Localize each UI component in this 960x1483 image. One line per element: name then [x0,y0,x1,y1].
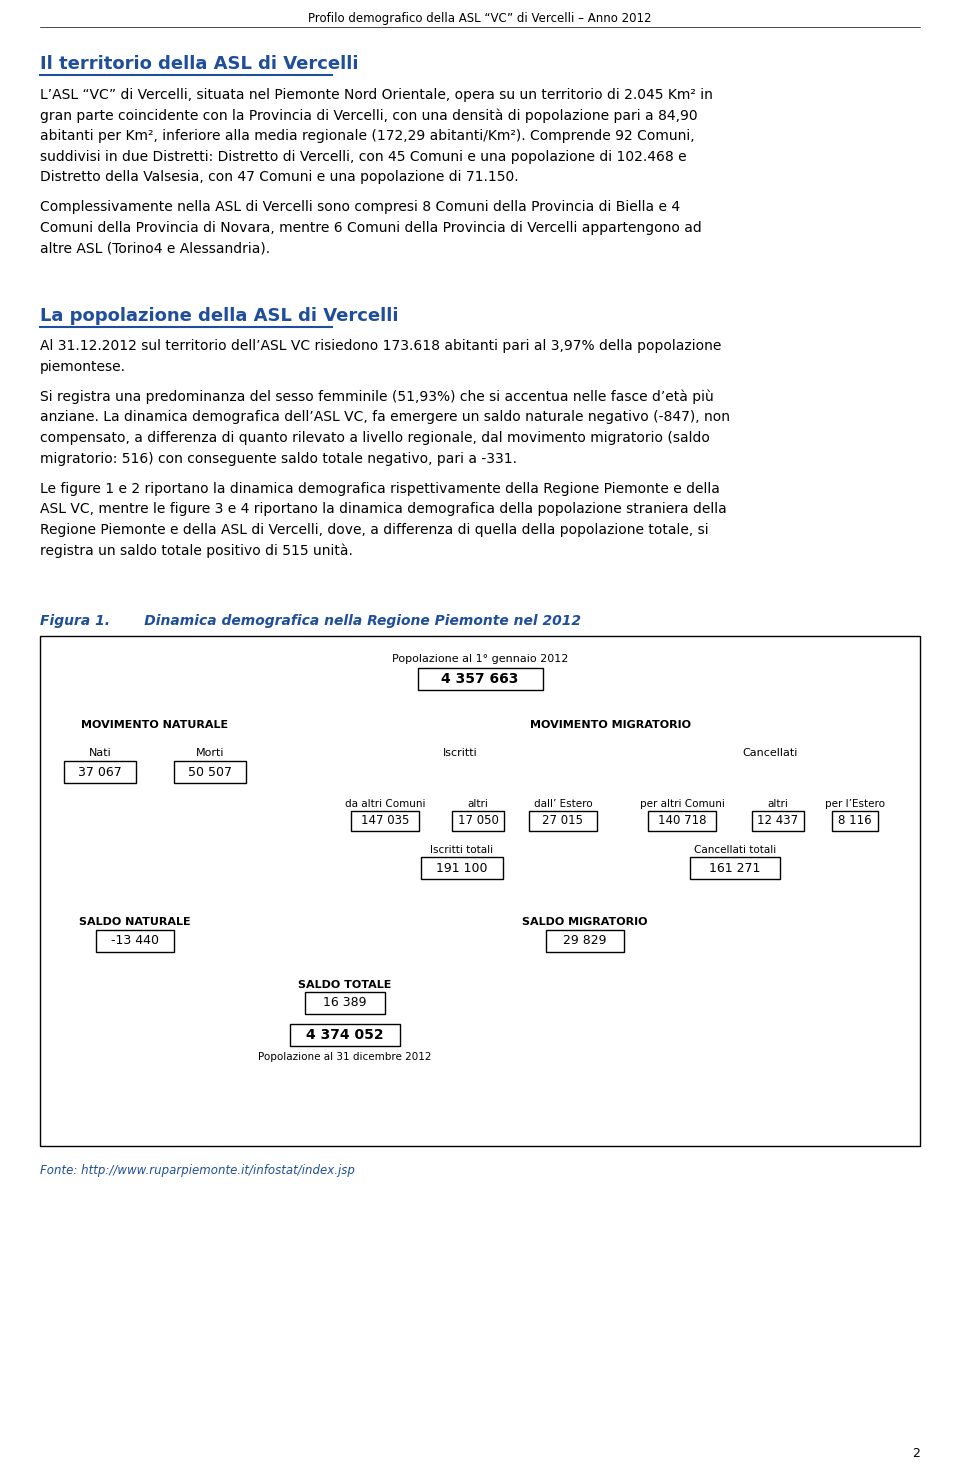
Bar [290,1023,400,1046]
Text: Al 31.12.2012 sul territorio dell’ASL VC risiedono 173.618 abitanti pari al 3,97: Al 31.12.2012 sul territorio dell’ASL VC… [40,340,721,353]
Text: migratorio: 516) con conseguente saldo totale negativo, pari a -331.: migratorio: 516) con conseguente saldo t… [40,451,517,466]
Text: Morti: Morti [196,747,225,758]
Text: gran parte coincidente con la Provincia di Vercelli, con una densità di popolazi: gran parte coincidente con la Provincia … [40,108,698,123]
Bar [40,636,920,1146]
Text: 4 374 052: 4 374 052 [306,1028,384,1043]
Text: suddivisi in due Distretti: Distretto di Vercelli, con 45 Comuni e una popolazio: suddivisi in due Distretti: Distretto di… [40,150,686,163]
Text: da altri Comuni: da altri Comuni [345,799,425,810]
Bar [421,857,503,879]
Text: Comuni della Provincia di Novara, mentre 6 Comuni della Provincia di Vercelli ap: Comuni della Provincia di Novara, mentre… [40,221,702,234]
Text: 8 116: 8 116 [838,814,872,828]
Text: altri: altri [768,799,788,810]
Text: Figura 1.: Figura 1. [40,614,110,627]
Text: Nati: Nati [88,747,111,758]
Text: 12 437: 12 437 [757,814,799,828]
Text: Si registra una predominanza del sesso femminile (51,93%) che si accentua nelle : Si registra una predominanza del sesso f… [40,390,713,405]
Bar [305,992,385,1014]
Text: 27 015: 27 015 [542,814,584,828]
Text: registra un saldo totale positivo di 515 unità.: registra un saldo totale positivo di 515… [40,543,353,558]
Text: altre ASL (Torino4 e Alessandria).: altre ASL (Torino4 e Alessandria). [40,242,270,255]
Text: altri: altri [468,799,489,810]
Bar [832,811,878,830]
Text: Fonte: http://www.ruparpiemonte.it/infostat/index.jsp: Fonte: http://www.ruparpiemonte.it/infos… [40,1164,355,1178]
Text: anziane. La dinamica demografica dell’ASL VC, fa emergere un saldo naturale nega: anziane. La dinamica demografica dell’AS… [40,411,730,424]
Bar [64,761,136,783]
Text: Regione Piemonte e della ASL di Vercelli, dove, a differenza di quella della pop: Regione Piemonte e della ASL di Vercelli… [40,523,708,537]
Text: 191 100: 191 100 [436,862,488,875]
Text: SALDO NATURALE: SALDO NATURALE [79,916,191,927]
Text: 147 035: 147 035 [361,814,409,828]
Text: SALDO TOTALE: SALDO TOTALE [299,980,392,991]
Text: -13 440: -13 440 [111,934,159,948]
Text: MOVIMENTO NATURALE: MOVIMENTO NATURALE [82,721,228,730]
Text: Distretto della Valsesia, con 47 Comuni e una popolazione di 71.150.: Distretto della Valsesia, con 47 Comuni … [40,171,518,184]
Text: 140 718: 140 718 [658,814,707,828]
Text: 50 507: 50 507 [188,765,232,779]
Text: L’ASL “VC” di Vercelli, situata nel Piemonte Nord Orientale, opera su un territo: L’ASL “VC” di Vercelli, situata nel Piem… [40,87,713,102]
Text: 37 067: 37 067 [78,765,122,779]
Text: compensato, a differenza di quanto rilevato a livello regionale, dal movimento m: compensato, a differenza di quanto rilev… [40,432,709,445]
Text: 29 829: 29 829 [564,934,607,948]
Text: Il territorio della ASL di Vercelli: Il territorio della ASL di Vercelli [40,55,358,73]
Bar [418,667,542,690]
Text: Popolazione al 31 dicembre 2012: Popolazione al 31 dicembre 2012 [258,1051,432,1062]
Text: MOVIMENTO MIGRATORIO: MOVIMENTO MIGRATORIO [530,721,690,730]
Text: abitanti per Km², inferiore alla media regionale (172,29 abitanti/Km²). Comprend: abitanti per Km², inferiore alla media r… [40,129,695,142]
Text: Profilo demografico della ASL “VC” di Vercelli – Anno 2012: Profilo demografico della ASL “VC” di Ve… [308,12,652,25]
Text: 4 357 663: 4 357 663 [442,672,518,687]
Text: dall’ Estero: dall’ Estero [534,799,592,810]
Text: SALDO MIGRATORIO: SALDO MIGRATORIO [522,916,648,927]
Bar [174,761,246,783]
Text: Dinamica demografica nella Regione Piemonte nel 2012: Dinamica demografica nella Regione Piemo… [115,614,581,627]
Text: Popolazione al 1° gennaio 2012: Popolazione al 1° gennaio 2012 [392,654,568,664]
Bar [351,811,419,830]
Text: per l’Estero: per l’Estero [825,799,885,810]
Text: 17 050: 17 050 [458,814,498,828]
Text: 2: 2 [912,1447,920,1459]
Text: 16 389: 16 389 [324,997,367,1010]
Text: per altri Comuni: per altri Comuni [639,799,725,810]
Text: Iscritti: Iscritti [443,747,477,758]
Text: 161 271: 161 271 [709,862,760,875]
Bar [752,811,804,830]
Bar [546,930,624,952]
Text: La popolazione della ASL di Vercelli: La popolazione della ASL di Vercelli [40,307,398,325]
Bar [648,811,716,830]
Bar [529,811,597,830]
Bar [452,811,504,830]
Text: Iscritti totali: Iscritti totali [430,845,493,856]
Text: piemontese.: piemontese. [40,359,126,374]
Text: ASL VC, mentre le figure 3 e 4 riportano la dinamica demografica della popolazio: ASL VC, mentre le figure 3 e 4 riportano… [40,503,727,516]
Text: Le figure 1 e 2 riportano la dinamica demografica rispettivamente della Regione : Le figure 1 e 2 riportano la dinamica de… [40,482,720,495]
Bar [96,930,174,952]
Bar [690,857,780,879]
Text: Complessivamente nella ASL di Vercelli sono compresi 8 Comuni della Provincia di: Complessivamente nella ASL di Vercelli s… [40,200,680,215]
Text: Cancellati totali: Cancellati totali [694,845,776,856]
Text: Cancellati: Cancellati [742,747,798,758]
